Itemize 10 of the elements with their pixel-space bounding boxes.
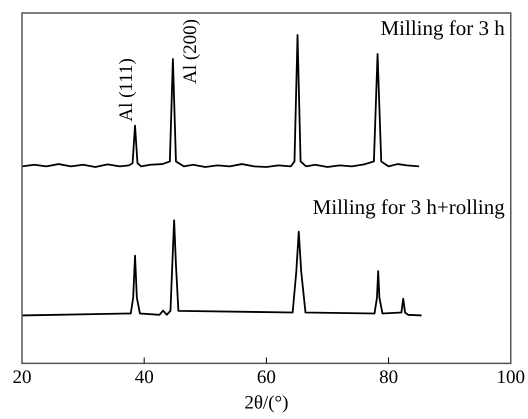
annotation: Al (200) xyxy=(180,19,201,84)
x-tick-label: 80 xyxy=(379,366,398,388)
series-label: Milling for 3 h+rolling xyxy=(312,195,506,220)
x-tick-label: 40 xyxy=(134,366,154,388)
x-tick-label: 100 xyxy=(496,366,525,388)
x-axis-title: 2θ/(°) xyxy=(244,392,288,414)
annotation: Al (111) xyxy=(116,58,138,122)
x-tick-label: 60 xyxy=(256,366,276,388)
x-tick-label: 20 xyxy=(12,366,32,388)
series-label: Milling for 3 h xyxy=(380,16,506,40)
